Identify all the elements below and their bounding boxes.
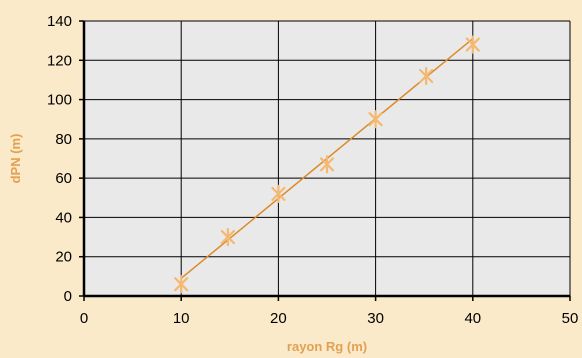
x-tick-label: 10 — [173, 310, 190, 327]
x-tick-label: 40 — [464, 310, 481, 327]
data-point — [220, 227, 235, 247]
y-tick-label: 0 — [64, 288, 72, 305]
y-tick-labels: 0 20 40 60 80 100 120 140 — [47, 13, 72, 305]
x-tick-label: 50 — [562, 310, 579, 327]
y-tick-label: 60 — [55, 170, 72, 187]
x-tick-label: 30 — [367, 310, 384, 327]
data-point — [319, 155, 335, 174]
data-points — [174, 35, 480, 294]
data-point — [174, 275, 189, 294]
y-tick-label: 20 — [55, 249, 72, 266]
y-axis-title: dPN (m) — [8, 134, 23, 184]
y-tick-label: 120 — [47, 52, 72, 69]
y-tick-label: 140 — [47, 13, 72, 30]
x-tick-label: 20 — [270, 310, 287, 327]
y-tick-label: 80 — [55, 131, 72, 148]
axes — [79, 20, 571, 301]
x-axis-title: rayon Rg (m) — [287, 339, 367, 354]
grid — [84, 20, 571, 296]
y-tick-label: 100 — [47, 92, 72, 109]
data-point — [465, 35, 480, 54]
x-tick-label: 0 — [80, 310, 88, 327]
x-tick-labels: 0 10 20 30 40 50 — [80, 310, 579, 327]
y-tick-label: 40 — [55, 209, 72, 226]
data-point — [271, 184, 286, 203]
data-point — [419, 66, 434, 86]
data-point — [368, 110, 383, 129]
